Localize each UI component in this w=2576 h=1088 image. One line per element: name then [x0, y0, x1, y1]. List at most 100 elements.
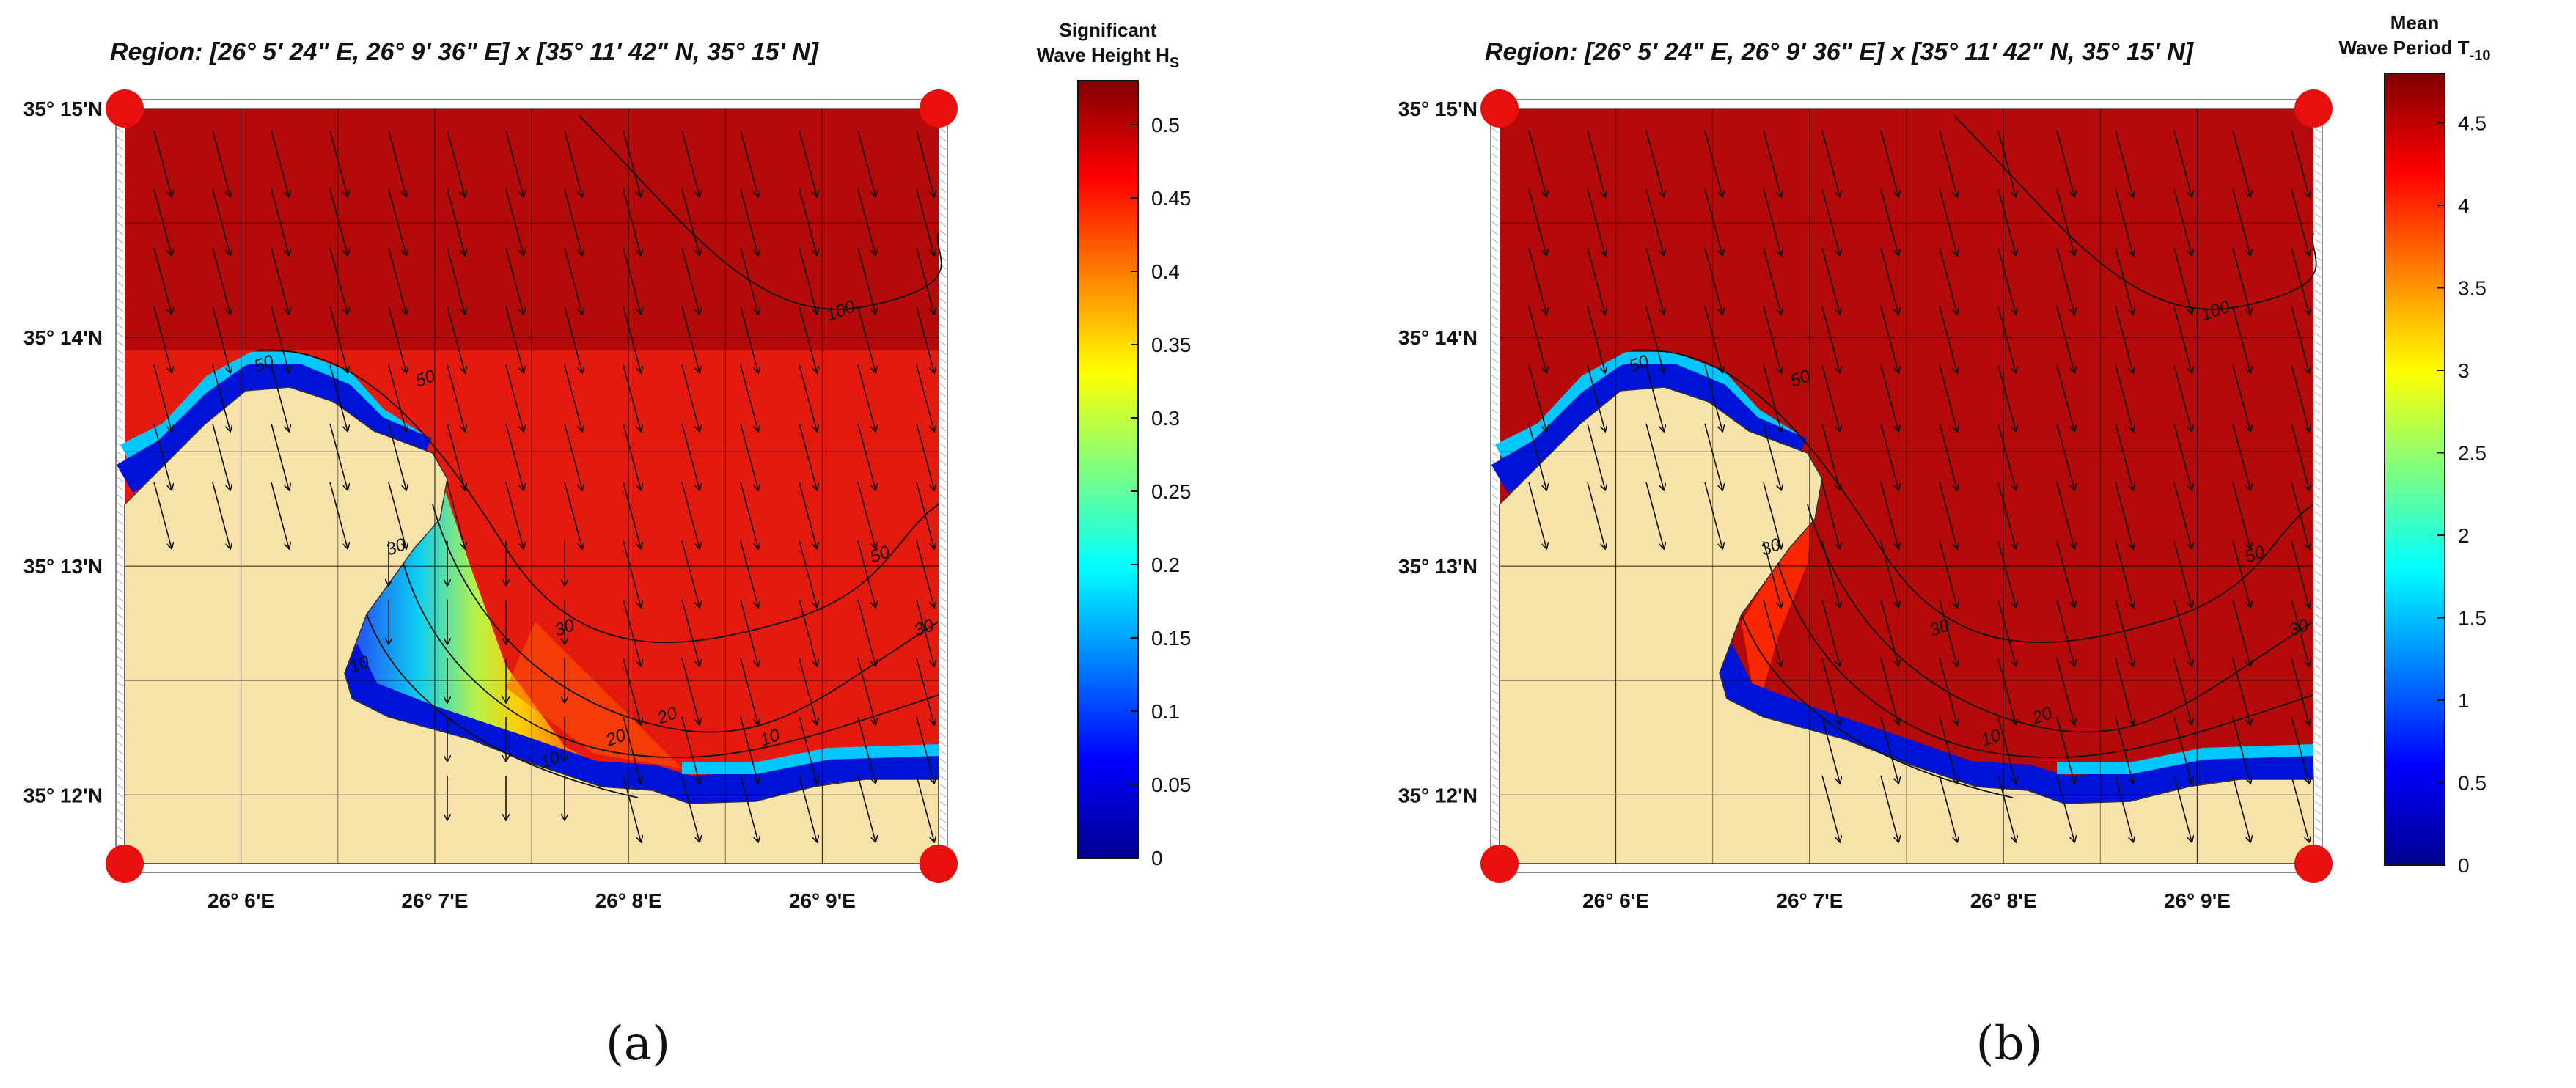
wave-arrow — [2115, 540, 2133, 607]
frame-hatch — [117, 605, 124, 611]
frame-hatch — [2314, 383, 2322, 389]
frame-hatch — [939, 400, 947, 406]
frame-hatch — [939, 767, 947, 772]
frame-hatch — [2314, 656, 2322, 661]
wave-arrow — [2173, 775, 2192, 842]
wave-arrow — [2056, 482, 2074, 548]
wave-arrow — [1763, 188, 1781, 255]
wave-arrow — [1997, 188, 2016, 255]
wave-arrow — [916, 482, 934, 548]
wave-arrow — [1880, 188, 1898, 255]
land-mass — [124, 386, 939, 864]
frame-hatch — [117, 502, 124, 508]
frame-hatch — [939, 426, 947, 432]
wave-arrow — [1528, 423, 1546, 490]
wave-arrow — [1821, 599, 1840, 666]
wave-arrow — [1880, 423, 1898, 490]
wave-arrow — [329, 130, 348, 196]
frame-hatch — [1491, 570, 1499, 576]
wave-arrow — [799, 482, 817, 548]
frame-hatch — [939, 554, 947, 559]
corner-marker — [106, 845, 144, 883]
frame-hatch — [2314, 724, 2322, 729]
frame-hatch — [2314, 511, 2322, 517]
wave-arrow — [1939, 364, 1957, 431]
frame-hatch — [2314, 221, 2322, 227]
frame-hatch — [1491, 596, 1499, 602]
frame-hatch — [117, 366, 124, 372]
wave-arrow — [799, 188, 817, 255]
wave-arrow — [1821, 775, 1840, 842]
frame-hatch — [1491, 290, 1499, 295]
wave-arrow — [740, 716, 758, 783]
depth-contour — [1777, 562, 2314, 759]
wave-arrow — [2173, 247, 2192, 314]
frame-hatch — [1491, 613, 1499, 619]
y-tick-label: 35° 14'N — [1398, 326, 1478, 349]
frame-hatch — [1491, 732, 1499, 738]
frame-hatch — [1491, 554, 1499, 559]
wave-arrow — [1821, 658, 1840, 724]
colorbar-tick-label: 1.5 — [2458, 607, 2487, 630]
frame-hatch — [1491, 545, 1499, 551]
wave-arrow — [2115, 658, 2133, 724]
colorbar-tick-label: 4.5 — [2458, 112, 2487, 135]
colorbar-tick-label: 0.05 — [1151, 773, 1192, 796]
frame-hatch — [939, 579, 947, 585]
wave-arrow — [857, 775, 876, 842]
wave-arrow — [1763, 364, 1781, 431]
frame-hatch — [117, 826, 124, 832]
frame-hatch — [1491, 426, 1499, 432]
wave-arrow — [388, 306, 406, 372]
frame-hatch — [1491, 784, 1499, 790]
corner-marker — [2294, 845, 2333, 883]
wave-arrow — [2291, 482, 2309, 548]
frame-hatch — [2314, 749, 2322, 755]
wave-arrow — [2056, 423, 2074, 490]
frame-hatch — [117, 213, 124, 218]
wave-arrow — [916, 364, 934, 431]
colorbar-tick-label: 0.45 — [1151, 187, 1192, 210]
frame-hatch — [1491, 826, 1499, 832]
wave-arrow — [1763, 540, 1781, 607]
frame-hatch — [1491, 383, 1499, 389]
frame-hatch — [2314, 835, 2322, 840]
frame-hatch — [1491, 835, 1499, 840]
frame-hatch — [2314, 366, 2322, 372]
frame-hatch — [117, 817, 124, 823]
colorbar-title-subscript: S — [1170, 55, 1179, 71]
wave-arrow — [447, 247, 465, 314]
wave-arrow — [271, 423, 289, 490]
wave-arrow — [916, 540, 934, 607]
frame-hatch — [1491, 605, 1499, 611]
frame-hatch — [2314, 136, 2322, 141]
wave-arrow — [740, 482, 758, 548]
frame-hatch — [117, 205, 124, 210]
wave-arrow — [623, 775, 641, 842]
frame-hatch — [117, 528, 124, 534]
frame-hatch — [1491, 639, 1499, 644]
frame-hatch — [117, 716, 124, 721]
frame-hatch — [939, 323, 947, 329]
frame-hatch — [2314, 528, 2322, 534]
frame-hatch — [1491, 741, 1499, 747]
frame-hatch — [2314, 460, 2322, 466]
frame-hatch — [2314, 349, 2322, 355]
wave-arrow — [2232, 658, 2250, 724]
frame-hatch — [117, 631, 124, 636]
frame-hatch — [117, 187, 124, 193]
frame-hatch — [1491, 707, 1499, 713]
wave-arrow — [2056, 658, 2074, 724]
wave-arrow — [1645, 247, 1664, 314]
panel-label: (a) — [606, 1017, 670, 1071]
wave-arrow — [623, 599, 641, 666]
wave-arrow — [2115, 423, 2133, 490]
wave-arrow — [447, 130, 465, 196]
frame-hatch — [939, 196, 947, 202]
corner-marker — [1480, 89, 1519, 128]
wave-arrow — [1587, 188, 1605, 255]
wave-arrow — [2291, 658, 2309, 724]
land-mass — [1499, 386, 2314, 864]
wave-arrow — [2232, 306, 2250, 372]
wave-arrow — [2056, 306, 2074, 372]
